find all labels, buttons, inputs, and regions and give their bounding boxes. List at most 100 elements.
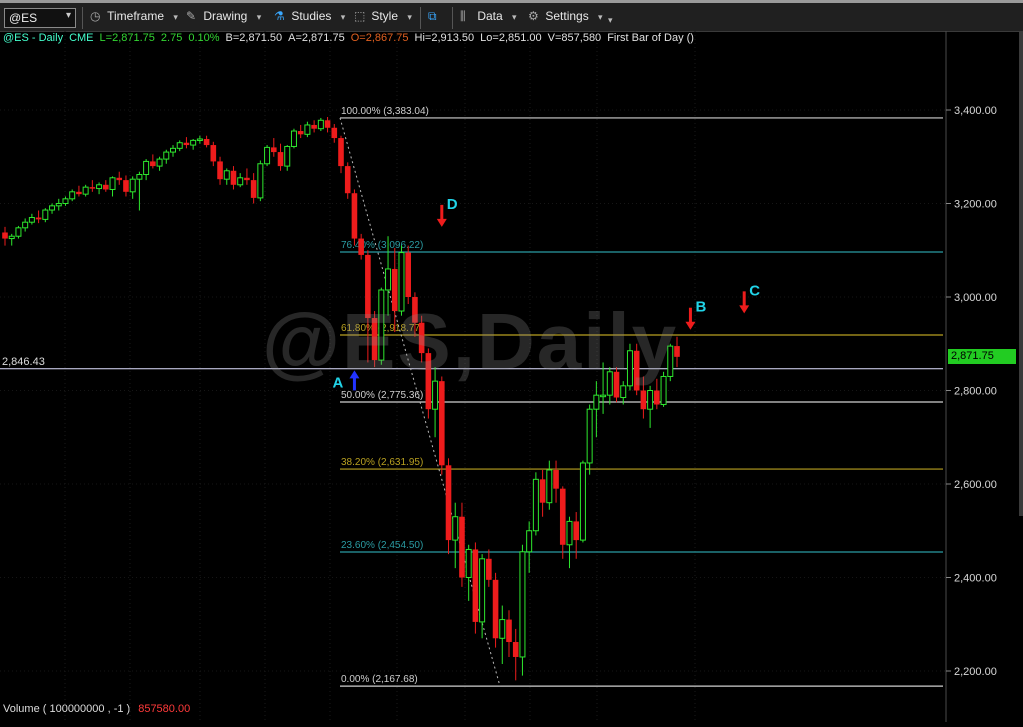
candle-body xyxy=(297,131,304,135)
pencil-icon: ✎ xyxy=(186,9,197,23)
candle-body xyxy=(432,380,439,410)
candle-body xyxy=(445,465,452,541)
candle-body xyxy=(532,478,539,532)
drawing-menu[interactable]: ✎ Drawing ▾ xyxy=(186,9,261,27)
candle-body xyxy=(613,371,620,398)
candle-body xyxy=(244,177,250,181)
candle-body xyxy=(385,268,392,291)
gear-icon: ⚙ xyxy=(528,9,539,23)
candle-body xyxy=(176,142,183,149)
down-arrow-icon xyxy=(436,218,447,227)
candle-body xyxy=(230,170,237,185)
fib-level-label: 38.20% (2,631.95) xyxy=(341,457,423,468)
candle-body xyxy=(593,394,600,410)
price-axis-tick-label: 3,400.00 xyxy=(954,105,997,117)
candle-body xyxy=(96,184,103,190)
candle-body xyxy=(28,217,35,223)
info-high: Hi=2,913.50 xyxy=(414,32,475,44)
candle-body xyxy=(317,119,324,130)
candle-body xyxy=(344,166,351,194)
candle-body xyxy=(660,375,667,406)
clock-icon: ◷ xyxy=(90,9,101,23)
info-volume: V=857,580 xyxy=(547,32,602,44)
candle-body xyxy=(405,252,411,297)
price-axis: 2,200.00 2,400.00 2,600.00 2,800.00 3,000.00… xyxy=(946,105,997,678)
candle-body xyxy=(526,530,533,553)
candle-body xyxy=(136,174,143,180)
candle-body xyxy=(418,322,425,354)
studies-label: Studies xyxy=(291,9,332,23)
candle-body xyxy=(150,161,156,167)
chevron-down-icon: ▾ xyxy=(608,15,613,25)
candle-body xyxy=(439,381,445,466)
candle-body xyxy=(15,227,22,237)
candle-body xyxy=(539,479,546,503)
symbol-selector[interactable]: @ES ▾ xyxy=(4,8,76,28)
candle-body xyxy=(170,147,176,153)
candle-body xyxy=(499,619,506,639)
price-axis-tick-label: 3,000.00 xyxy=(954,292,997,304)
candle-body xyxy=(210,145,217,162)
timeframe-label: Timeframe xyxy=(107,9,165,23)
candle-body xyxy=(290,130,297,147)
candle-body xyxy=(2,232,8,239)
annotation-label: D xyxy=(447,196,458,213)
toolbar-overflow-button[interactable]: ▾ xyxy=(608,12,613,30)
candle-body xyxy=(479,558,486,623)
annotation-label: B xyxy=(695,299,706,316)
style-icon: ⬚ xyxy=(354,9,366,23)
style-menu[interactable]: ⬚ Style ▾ xyxy=(354,9,412,27)
candle-body xyxy=(626,350,633,387)
candle-body xyxy=(674,346,680,357)
symbol-info-line: @ES - Daily CME L=2,871.75 2.75 0.10% B=2,871… xyxy=(3,32,700,44)
candle-body xyxy=(89,187,96,189)
candle-body xyxy=(573,521,579,541)
symbol-input[interactable]: @ES xyxy=(9,11,38,25)
candle-body xyxy=(284,145,291,167)
price-chart[interactable]: 100.00% (3,383.04)76.40% (3,096.22)61.80… xyxy=(0,31,1023,722)
data-menu[interactable]: ⫼ Data ▾ xyxy=(460,9,517,27)
scrollbar[interactable] xyxy=(1019,31,1023,516)
candle-body xyxy=(76,191,82,195)
candle-body xyxy=(425,353,432,410)
fib-level-label: 0.00% (2,167.68) xyxy=(341,674,418,685)
candle-body xyxy=(398,252,405,312)
candle-body xyxy=(217,161,223,180)
candle-body xyxy=(82,186,89,195)
candle-body xyxy=(156,158,163,167)
candle-body xyxy=(116,177,123,181)
chevron-down-icon: ▾ xyxy=(407,12,412,22)
chevron-down-icon: ▾ xyxy=(173,12,178,22)
layout-button[interactable]: ⧉ xyxy=(428,9,442,27)
drawing-label: Drawing xyxy=(203,9,248,23)
bars-icon: ⫼ xyxy=(460,9,466,23)
candle-body xyxy=(391,268,398,312)
volume-value: 857580.00 xyxy=(138,703,191,715)
candle-body xyxy=(49,205,56,211)
volume-panel-label: Volume ( 100000000 , -1 ) 857580.00 xyxy=(3,703,190,715)
studies-menu[interactable]: ⚗ Studies ▾ xyxy=(274,9,345,27)
candle-body xyxy=(566,520,573,546)
candle-body xyxy=(163,151,170,160)
candle-body xyxy=(351,193,358,239)
chevron-down-icon[interactable]: ▾ xyxy=(65,10,71,21)
candle-body xyxy=(579,462,586,541)
fibonacci-retracement: 100.00% (3,383.04)76.40% (3,096.22)61.80… xyxy=(0,106,943,687)
layout-icon: ⧉ xyxy=(428,9,437,23)
candle-body xyxy=(472,549,479,622)
info-note: First Bar of Day () xyxy=(607,32,694,44)
chevron-down-icon: ▾ xyxy=(512,12,517,22)
chart-area[interactable]: 100.00% (3,383.04) 76.40% (3,096.22) 61.80… xyxy=(0,31,1023,722)
candle-body xyxy=(264,146,271,165)
candle-body xyxy=(8,235,15,240)
candle-body xyxy=(271,147,277,153)
candle-body xyxy=(553,469,559,489)
candle-body xyxy=(546,469,553,504)
info-bid: B=2,871.50 xyxy=(225,32,283,44)
settings-menu[interactable]: ⚙ Settings ▾ xyxy=(528,9,603,27)
up-arrow-icon xyxy=(349,370,360,379)
price-axis-tick-label: 2,400.00 xyxy=(954,573,997,585)
chevron-down-icon: ▾ xyxy=(598,12,603,22)
candle-body xyxy=(277,152,284,167)
timeframe-menu[interactable]: ◷ Timeframe ▾ xyxy=(90,9,178,27)
